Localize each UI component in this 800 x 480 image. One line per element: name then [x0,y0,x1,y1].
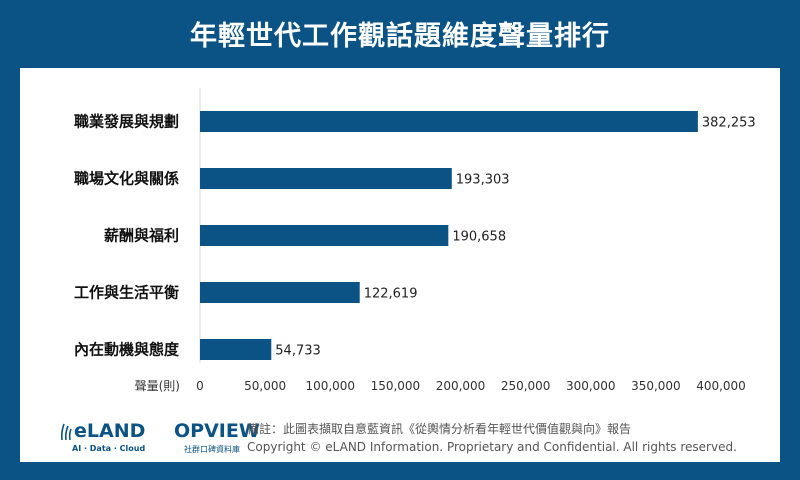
x-axis-title: 聲量(則) [135,378,180,393]
category-label: 職業發展與規劃 [74,113,179,131]
bar [200,168,452,189]
opview-logo: OPVIEW [174,420,260,442]
bar [200,339,272,360]
category-label: 工作與生活平衡 [74,284,179,302]
data-label: 54,733 [275,344,321,359]
data-label: 193,303 [456,173,510,188]
logos: eLAND AI · Data · Cloud OPVIEW 社群口碑資料庫 [60,420,282,460]
x-tick-label: 100,000 [305,379,355,393]
footnote: 備註：此圖表擷取自意藍資訊《從輿情分析看年輕世代價值觀與向》報告 Copyrig… [247,420,767,456]
bar [200,225,449,246]
x-tick-label: 150,000 [371,379,421,393]
eland-logo: eLAND [74,420,146,442]
eland-logo-icon [60,423,72,441]
opview-tagline: 社群口碑資料庫 [184,445,240,454]
category-label: 內在動機與態度 [74,341,180,359]
chart-panel: 職業發展與規劃 382,253 職場文化與關係 193,303 薪酬與福利 190,658… [20,68,780,462]
copyright-text: Copyright © eLAND Information. Proprieta… [247,440,737,454]
data-label: 190,658 [452,230,506,245]
bar [200,111,698,132]
page-title: 年輕世代工作觀話題維度聲量排行 [190,21,610,52]
bar [200,282,360,303]
source-note: 備註：此圖表擷取自意藍資訊《從輿情分析看年輕世代價值觀與向》報告 [247,422,632,436]
x-tick-label: 200,000 [436,379,486,393]
eland-tagline: AI · Data · Cloud [72,444,146,453]
x-tick-label: 250,000 [501,379,551,393]
x-tick-label: 0 [196,379,204,393]
data-label: 122,619 [364,287,418,302]
category-label: 職場文化與關係 [74,170,179,188]
data-label: 382,253 [702,116,756,131]
bar-chart: 職業發展與規劃 382,253 職場文化與關係 193,303 薪酬與福利 190,658… [74,88,756,393]
x-tick-label: 50,000 [244,379,286,393]
x-tick-label: 300,000 [566,379,616,393]
x-tick-label: 400,000 [696,379,746,393]
category-label: 薪酬與福利 [104,227,179,245]
x-tick-label: 350,000 [631,379,681,393]
